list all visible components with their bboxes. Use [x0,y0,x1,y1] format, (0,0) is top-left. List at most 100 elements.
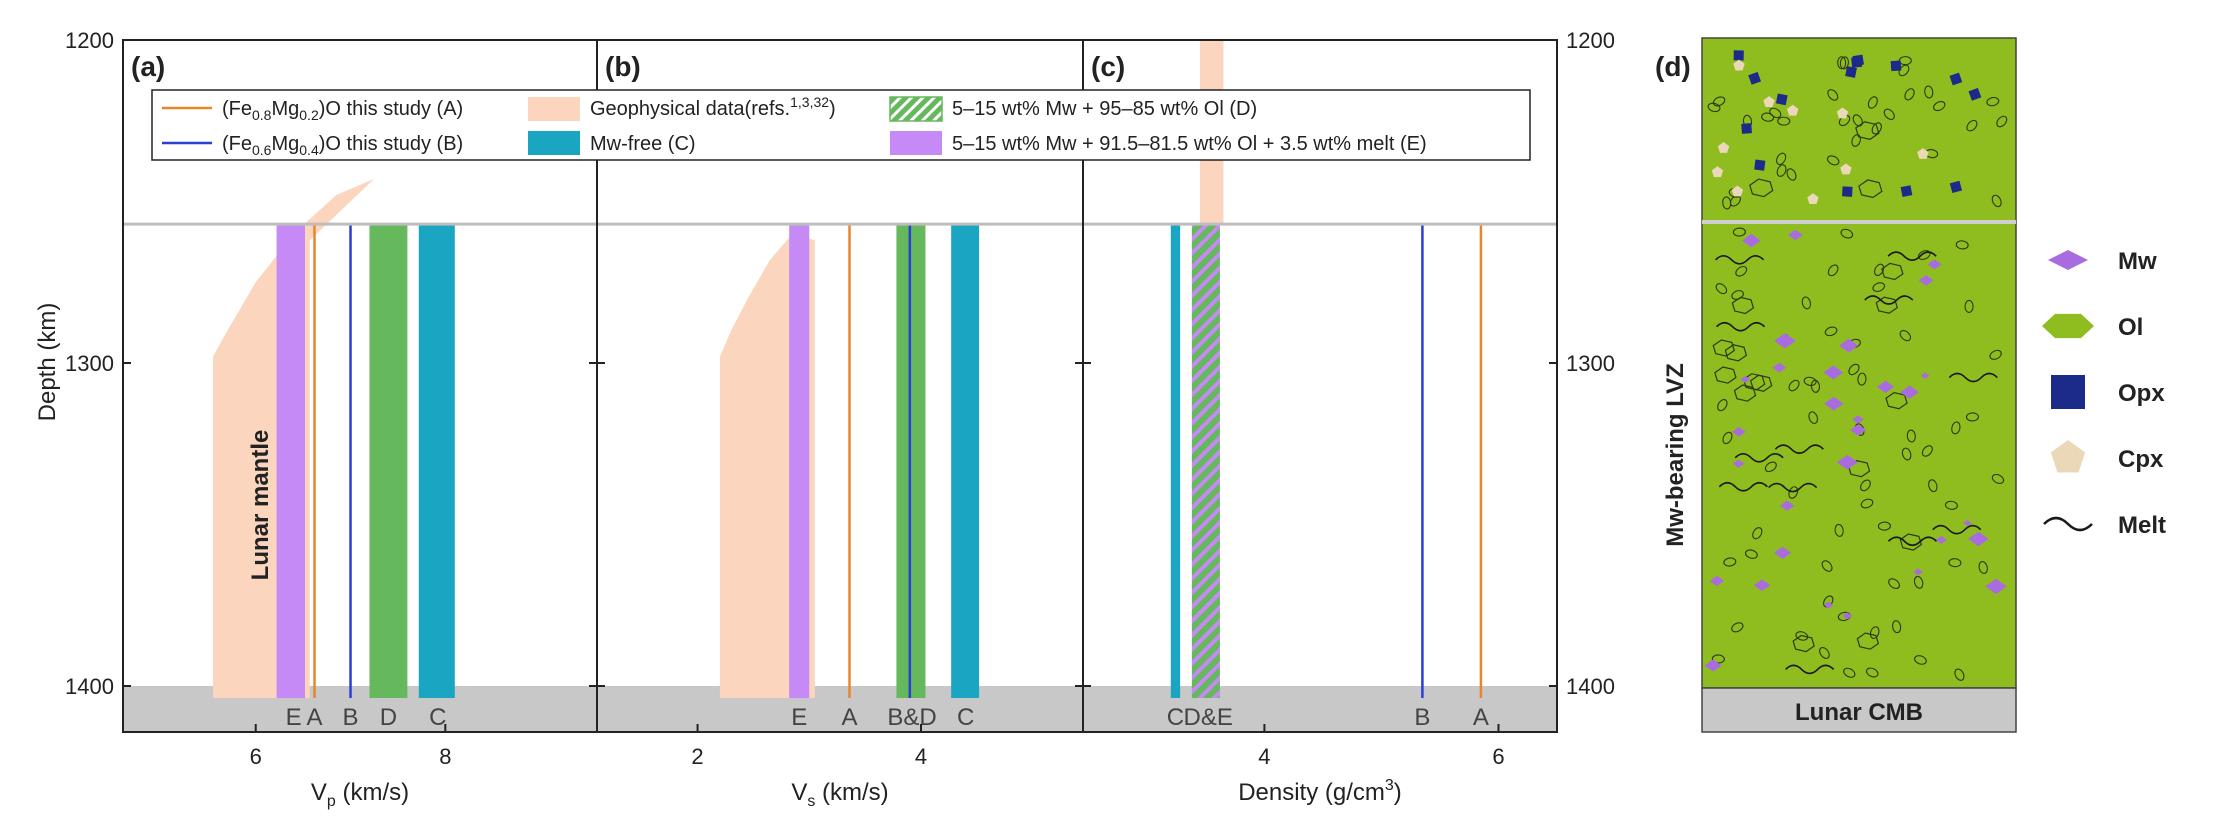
legend-label: Mw-free (C) [590,133,696,155]
legend-item-label: Mw [2118,248,2157,275]
ol-grain-small [1795,631,1809,641]
ol-grain-small [1948,558,1962,568]
ol-grain-small [1801,296,1812,310]
panel-label: (b) [605,51,641,82]
cpx-grain [1917,148,1929,159]
x-tick-label: 6 [1492,744,1504,769]
ol-grain-small [1810,379,1820,393]
ol-grain-small [1840,228,1854,239]
ol-grain-small [1904,88,1915,101]
ol-grain-small [1906,429,1916,443]
ol-grain-small [1786,168,1797,181]
ol-grain-small [1827,264,1839,277]
ol-grain [1749,374,1773,392]
ol-grain-small [1843,667,1856,678]
ol-grain [1712,339,1735,357]
opx-grain [1949,180,1963,194]
melt-streak [1714,255,1765,265]
leg-mid: Mg [271,98,299,120]
legend-cpx-icon [2050,440,2086,473]
cpx-grain [1731,185,1744,197]
ol-grain [1792,634,1815,653]
ol-grain [1731,296,1755,315]
panel-label-d: (d) [1655,51,1691,82]
legend-swatch-peach [528,97,580,121]
mw-grain [1773,546,1792,560]
mw-grain [1968,531,1989,547]
x-label-sub: s [807,793,815,810]
cpx-grain [1763,96,1775,107]
ol-grain-small [1722,431,1733,445]
ol-grain-small [1834,523,1844,537]
cpx-grain [1733,59,1745,71]
ol-grain-small [1871,122,1882,135]
ol-grain-small [1731,622,1744,633]
lvz-label: Mw-bearing LVZ [1662,363,1689,547]
mw-grain [1985,578,2007,595]
y-tick-label: 1300 [65,351,114,376]
ol-grain-small [1769,107,1782,119]
leg-post: ) [829,98,836,120]
ol-grain-small [1872,282,1886,292]
ol-grain-small [1996,115,2008,128]
inner-label: Lunar mantle [247,430,274,581]
ol-grain-small [1928,479,1938,493]
legend-label: 5–15 wt% Mw + 91.5–81.5 wt% Ol + 3.5 wt%… [952,133,1427,155]
mw-grain [1824,396,1844,411]
legend-box [151,89,1531,161]
mw-grain [1839,338,1859,353]
x-label-main: V [791,779,807,806]
panels-frame: 1200 1200 1300 1300 1400 1400 Depth (km) [34,28,1615,733]
mw-grain [1920,372,1930,379]
legend-label: (Fe0.6Mg0.4)O this study (B) [222,133,463,158]
lvz-column [1701,37,2017,689]
x-tick-label: 4 [1258,744,1270,769]
legend-label: (Fe0.8Mg0.2)O this study (A) [222,98,463,123]
ol-grain-small [1848,363,1860,376]
legend-item-label: Cpx [2118,446,2164,473]
opx-grain [1968,87,1982,101]
ol-grain-small [1821,560,1833,572]
ol-grain-small [1877,521,1891,531]
ol-grain-small [1891,620,1902,634]
ol-grain [1858,179,1883,199]
melt-streak [1932,524,1982,535]
leg-text: Mw-free (C) [590,133,696,155]
legend-swatch-teal [528,131,580,155]
leg-sub1: 0.8 [252,107,272,123]
ol-grain-small [1965,412,1980,422]
cmb-band [597,686,1083,732]
bar-E [789,224,810,699]
melt-streak [1887,536,1938,547]
ol-grain-small [1803,376,1817,386]
panel-b: E A B&D C 2 4 Vs (km/s) (b) [597,51,1083,810]
cmb-box [1701,687,2017,733]
opx-grain [1754,159,1766,171]
ol-grain-small [1860,479,1871,492]
ol-grain-small [1869,626,1880,639]
bar-letter: B [1414,704,1430,731]
legend-opx-icon [2051,375,2085,409]
opx-grain [1890,60,1902,72]
x-label-main: V [311,779,327,806]
ol-grain-small [1921,445,1933,457]
y-tick-label-right: 1300 [1566,351,1615,376]
panel-d: (d) Lunar CMB Mw-bearing LVZ Mw Ol Opx Cpx Melt [1655,37,2166,733]
x-axis-label: Vs (km/s) [791,779,888,810]
bar-letter: C [957,704,974,731]
opx-grain [1851,56,1863,68]
ol-grain-small [1732,227,1746,237]
mw-grain [1842,612,1853,620]
bar-D&E [1191,224,1220,699]
ol-grain-small [1711,654,1725,664]
x-label-unit: (km/s) [336,779,409,806]
ol-grain-small [1914,655,1927,665]
melt-streak [1718,481,1768,492]
cpx-grain [1786,104,1799,116]
y-tick-label-right: 1200 [1566,28,1615,53]
ol-grain [1724,344,1748,362]
ol-grain-small [1986,96,2000,107]
legend-item-label: Melt [2118,512,2166,539]
ol-grain-small [1735,265,1748,277]
